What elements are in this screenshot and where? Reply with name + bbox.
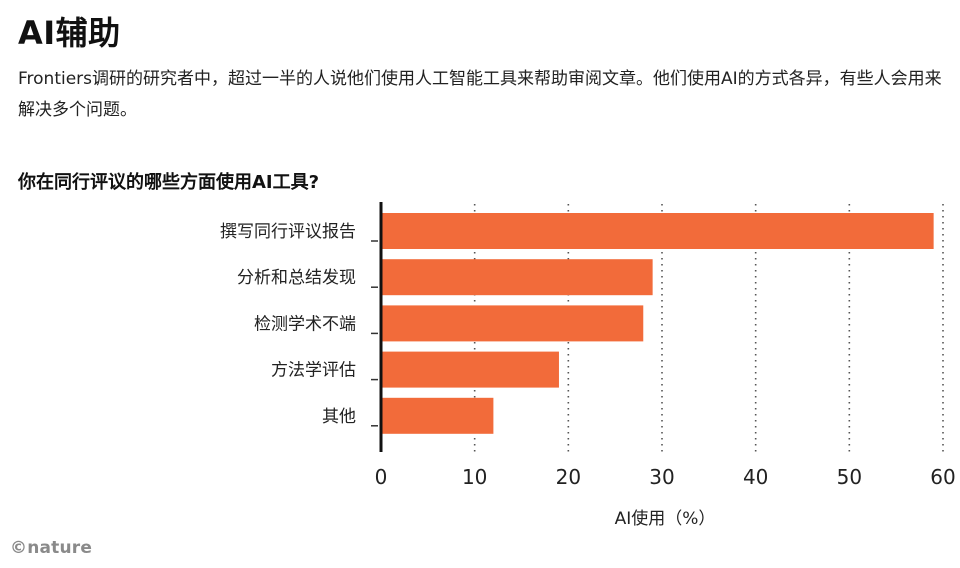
bar-0	[381, 213, 934, 249]
bar-1	[381, 259, 653, 296]
category-label-2: 检测学术不端	[254, 314, 356, 334]
page-subtitle: Frontiers调研的研究者中，超过一半的人说他们使用人工智能工具来帮助审阅文…	[18, 69, 942, 120]
x-tick-label-50: 50	[837, 465, 862, 489]
x-tick-label-30: 30	[649, 465, 674, 489]
bar-3	[381, 351, 559, 388]
x-axis-title: AI使用（%）	[615, 508, 716, 529]
category-label-4: 其他	[322, 407, 356, 427]
nature-credit: ©nature	[10, 538, 93, 558]
x-tick-label-10: 10	[462, 465, 487, 489]
bar-2	[381, 305, 644, 342]
x-tick-labels: 0 10 20 30 40 50 60	[375, 465, 956, 489]
page-title: AI辅助	[18, 14, 121, 52]
x-tick-label-0: 0	[375, 465, 388, 489]
category-label-1: 分析和总结发现	[237, 268, 356, 288]
x-tick-label-40: 40	[743, 465, 768, 489]
category-label-0: 撰写同行评议报告	[220, 222, 356, 242]
bar-4	[381, 397, 494, 434]
category-label-3: 方法学评估	[271, 361, 356, 381]
x-tick-label-60: 60	[930, 465, 955, 489]
chart-title: 你在同行评议的哪些方面使用AI工具?	[18, 172, 320, 193]
bars	[381, 213, 934, 434]
x-tick-label-20: 20	[556, 465, 581, 489]
